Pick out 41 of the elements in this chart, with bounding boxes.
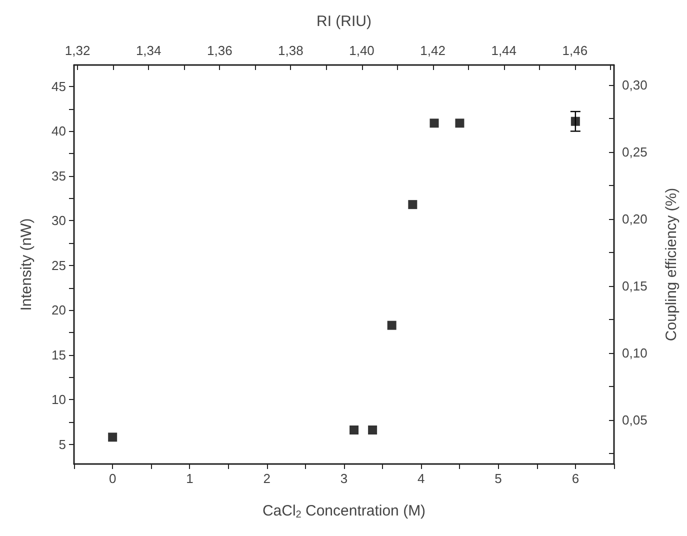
y-tick-label: 45: [52, 78, 66, 94]
x2-tick-label: 1,40: [349, 43, 374, 58]
x2-axis-title: RI (RIU): [316, 13, 372, 30]
y-axis-title: Intensity (nW): [18, 218, 35, 311]
y-tick-label: 30: [52, 213, 66, 228]
x-tick-label: 5: [494, 471, 502, 486]
y2-tick-label: 0,15: [622, 278, 648, 294]
y-tick-label: 40: [52, 124, 66, 139]
point: [430, 118, 439, 128]
y2-tick-label: 0,20: [622, 211, 648, 226]
y-tick-label: 20: [52, 302, 66, 318]
y-tick-label: 10: [52, 392, 66, 408]
point: [387, 320, 396, 330]
y2-axis-title: Coupling efficiency (%): [663, 188, 680, 342]
y-tick-label: 35: [52, 168, 66, 184]
x2-tick-label: 1,34: [136, 43, 162, 58]
x-tick-label: 3: [340, 471, 348, 486]
y2-tick-label: 0,30: [622, 78, 648, 93]
y2-tick-label: 0,25: [622, 144, 648, 160]
y-tick-label: 5: [58, 436, 66, 452]
point: [350, 426, 359, 435]
y-tick-label: 15: [52, 347, 66, 362]
x2-tick-label: 1,38: [278, 43, 304, 58]
y2-tick-label: 0,05: [622, 412, 648, 428]
x-tick-label: 4: [418, 471, 425, 486]
x-tick-label: 2: [263, 471, 270, 486]
point: [368, 426, 378, 435]
x-tick-label: 1: [186, 471, 194, 486]
point: [455, 118, 464, 128]
point: [570, 116, 580, 126]
x2-tick-label: 1,44: [491, 43, 517, 58]
x2-tick-label: 1,42: [420, 43, 446, 58]
x2-tick-label: 1,46: [562, 43, 588, 58]
point: [108, 432, 118, 442]
y2-tick-label: 0,10: [622, 345, 648, 360]
x2-tick-label: 1,32: [64, 43, 90, 58]
x2-tick-label: 1,36: [207, 43, 232, 58]
point: [408, 200, 418, 210]
x-tick-label: 6: [572, 471, 580, 486]
y-tick-label: 25: [52, 258, 66, 273]
x-tick-label: 0: [108, 471, 116, 486]
